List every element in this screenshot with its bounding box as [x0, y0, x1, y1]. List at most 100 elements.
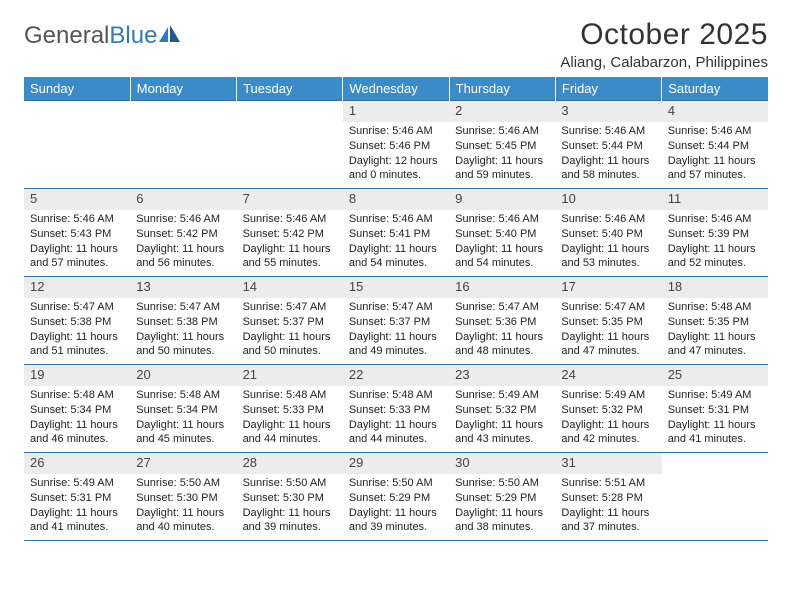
day-body: Sunrise: 5:48 AMSunset: 5:33 PMDaylight:…: [343, 386, 449, 451]
calendar-table: SundayMondayTuesdayWednesdayThursdayFrid…: [24, 77, 768, 541]
calendar-cell: 24Sunrise: 5:49 AMSunset: 5:32 PMDayligh…: [555, 365, 661, 453]
calendar-cell: 25Sunrise: 5:49 AMSunset: 5:31 PMDayligh…: [662, 365, 768, 453]
daylight-line: Daylight: 11 hours and 54 minutes.: [349, 242, 443, 272]
sunset-line: Sunset: 5:33 PM: [349, 403, 443, 418]
day-header: Thursday: [449, 77, 555, 101]
daylight-line: Daylight: 11 hours and 47 minutes.: [668, 330, 762, 360]
sunrise-line: Sunrise: 5:47 AM: [243, 300, 337, 315]
sunset-line: Sunset: 5:32 PM: [561, 403, 655, 418]
calendar-head: SundayMondayTuesdayWednesdayThursdayFrid…: [24, 77, 768, 101]
day-number: 9: [449, 189, 555, 210]
calendar-week: 12 Sunrise: 5:47 AM Sunset: 5:38 PM Dayligh…: [24, 277, 768, 365]
day-number: 22: [343, 365, 449, 386]
sunrise-line: Sunrise: 5:50 AM: [243, 476, 337, 491]
calendar-cell: 8Sunrise: 5:46 AMSunset: 5:41 PMDaylight…: [343, 189, 449, 277]
sunset-line: Sunset: 5:29 PM: [349, 491, 443, 506]
calendar-cell: 15Sunrise: 5:47 AMSunset: 5:37 PMDayligh…: [343, 277, 449, 365]
daylight-line: Daylight: 11 hours and 37 minutes.: [561, 506, 655, 536]
calendar-cell: 18Sunrise: 5:48 AMSunset: 5:35 PMDayligh…: [662, 277, 768, 365]
day-body: Sunrise: 5:50 AMSunset: 5:29 PMDaylight:…: [449, 474, 555, 539]
calendar-cell: 7Sunrise: 5:46 AMSunset: 5:42 PMDaylight…: [237, 189, 343, 277]
day-number: 18: [662, 277, 768, 298]
day-body: Sunrise: 5:48 AMSunset: 5:33 PMDaylight:…: [237, 386, 343, 451]
sunset-line: Sunset: 5:38 PM: [136, 315, 230, 330]
calendar-cell: [237, 101, 343, 189]
day-body: Sunrise: 5:46 AMSunset: 5:40 PMDaylight:…: [449, 210, 555, 275]
day-body: Sunrise: 5:49 AMSunset: 5:32 PMDaylight:…: [555, 386, 661, 451]
day-body: Sunrise: 5:46 AMSunset: 5:44 PMDaylight:…: [555, 122, 661, 187]
sunrise-line: Sunrise: 5:47 AM: [30, 300, 124, 315]
calendar-cell: 13Sunrise: 5:47 AMSunset: 5:38 PMDayligh…: [130, 277, 236, 365]
daylight-line: Daylight: 11 hours and 51 minutes.: [30, 330, 124, 360]
sunrise-line: Sunrise: 5:51 AM: [561, 476, 655, 491]
day-header: Tuesday: [237, 77, 343, 101]
daylight-line: Daylight: 11 hours and 53 minutes.: [561, 242, 655, 272]
sunset-line: Sunset: 5:37 PM: [349, 315, 443, 330]
calendar-cell: 2Sunrise: 5:46 AMSunset: 5:45 PMDaylight…: [449, 101, 555, 189]
day-body: Sunrise: 5:47 AMSunset: 5:36 PMDaylight:…: [449, 298, 555, 363]
daylight-line: Daylight: 11 hours and 52 minutes.: [668, 242, 762, 272]
daylight-line: Daylight: 11 hours and 57 minutes.: [668, 154, 762, 184]
calendar-cell: 9Sunrise: 5:46 AMSunset: 5:40 PMDaylight…: [449, 189, 555, 277]
calendar-cell: 1Sunrise: 5:46 AMSunset: 5:46 PMDaylight…: [343, 101, 449, 189]
day-number: 14: [237, 277, 343, 298]
sunset-line: Sunset: 5:46 PM: [349, 139, 443, 154]
sunset-line: Sunset: 5:40 PM: [561, 227, 655, 242]
sunrise-line: Sunrise: 5:47 AM: [455, 300, 549, 315]
daylight-line: Daylight: 11 hours and 49 minutes.: [349, 330, 443, 360]
day-body: Sunrise: 5:50 AMSunset: 5:30 PMDaylight:…: [130, 474, 236, 539]
day-number: 3: [555, 101, 661, 122]
sunset-line: Sunset: 5:43 PM: [30, 227, 124, 242]
day-body: Sunrise: 5:46 AMSunset: 5:40 PMDaylight:…: [555, 210, 661, 275]
sunset-line: Sunset: 5:32 PM: [455, 403, 549, 418]
day-number: 12: [24, 277, 130, 298]
day-number: 11: [662, 189, 768, 210]
day-header: Wednesday: [343, 77, 449, 101]
day-body: Sunrise: 5:46 AMSunset: 5:43 PMDaylight:…: [24, 210, 130, 275]
day-number: 24: [555, 365, 661, 386]
sunset-line: Sunset: 5:36 PM: [455, 315, 549, 330]
day-body: Sunrise: 5:46 AMSunset: 5:44 PMDaylight:…: [662, 122, 768, 187]
sunset-line: Sunset: 5:31 PM: [30, 491, 124, 506]
daylight-line: Daylight: 11 hours and 44 minutes.: [349, 418, 443, 448]
calendar-week: 5Sunrise: 5:46 AMSunset: 5:43 PMDaylight…: [24, 189, 768, 277]
sunset-line: Sunset: 5:33 PM: [243, 403, 337, 418]
calendar-cell: 22Sunrise: 5:48 AMSunset: 5:33 PMDayligh…: [343, 365, 449, 453]
logo-text-blue: Blue: [109, 22, 157, 50]
calendar-cell: 20Sunrise: 5:48 AMSunset: 5:34 PMDayligh…: [130, 365, 236, 453]
sunrise-line: Sunrise: 5:50 AM: [136, 476, 230, 491]
daylight-line: Daylight: 11 hours and 57 minutes.: [30, 242, 124, 272]
sunrise-line: Sunrise: 5:48 AM: [668, 300, 762, 315]
day-number: 15: [343, 277, 449, 298]
calendar-week: 26Sunrise: 5:49 AMSunset: 5:31 PMDayligh…: [24, 453, 768, 541]
day-number: 17: [555, 277, 661, 298]
day-body: Sunrise: 5:46 AMSunset: 5:42 PMDaylight:…: [237, 210, 343, 275]
sunrise-line: Sunrise: 5:47 AM: [561, 300, 655, 315]
day-body: Sunrise: 5:46 AMSunset: 5:42 PMDaylight:…: [130, 210, 236, 275]
day-body: Sunrise: 5:47 AMSunset: 5:35 PMDaylight:…: [555, 298, 661, 363]
day-body: Sunrise: 5:48 AMSunset: 5:34 PMDaylight:…: [24, 386, 130, 451]
calendar-cell: 28Sunrise: 5:50 AMSunset: 5:30 PMDayligh…: [237, 453, 343, 541]
calendar-cell: [662, 453, 768, 541]
calendar-cell: 4Sunrise: 5:46 AMSunset: 5:44 PMDaylight…: [662, 101, 768, 189]
sunrise-line: Sunrise: 5:46 AM: [561, 212, 655, 227]
day-number: 1: [343, 101, 449, 122]
calendar-cell: 19Sunrise: 5:48 AMSunset: 5:34 PMDayligh…: [24, 365, 130, 453]
sunrise-line: Sunrise: 5:49 AM: [668, 388, 762, 403]
sunrise-line: Sunrise: 5:48 AM: [136, 388, 230, 403]
calendar-cell: 12Sunrise: 5:47 AMSunset: 5:38 PMDayligh…: [24, 277, 130, 365]
calendar-cell: 11Sunrise: 5:46 AMSunset: 5:39 PMDayligh…: [662, 189, 768, 277]
day-number: 8: [343, 189, 449, 210]
logo-text-general: General: [24, 22, 109, 50]
daylight-line: Daylight: 11 hours and 44 minutes.: [243, 418, 337, 448]
day-number: 13: [130, 277, 236, 298]
day-number: 30: [449, 453, 555, 474]
day-number: 20: [130, 365, 236, 386]
day-number: 16: [449, 277, 555, 298]
month-title: October 2025: [560, 18, 768, 52]
calendar-week: 19Sunrise: 5:48 AMSunset: 5:34 PMDayligh…: [24, 365, 768, 453]
daylight-line: Daylight: 11 hours and 59 minutes.: [455, 154, 549, 184]
sunset-line: Sunset: 5:45 PM: [455, 139, 549, 154]
daylight-line: Daylight: 11 hours and 55 minutes.: [243, 242, 337, 272]
day-header: Sunday: [24, 77, 130, 101]
